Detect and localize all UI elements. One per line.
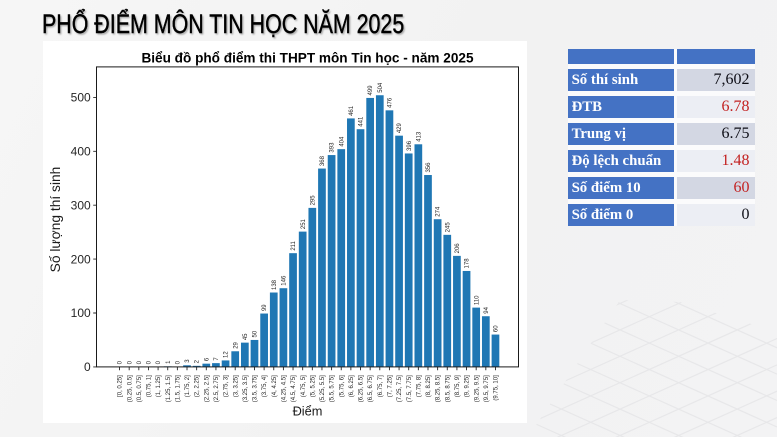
- svg-text:504: 504: [378, 82, 384, 93]
- svg-text:393: 393: [330, 141, 336, 152]
- svg-text:6: 6: [204, 357, 210, 361]
- svg-text:[0, 0.25]: [0, 0.25]: [118, 374, 124, 396]
- svg-text:3: 3: [185, 358, 191, 362]
- svg-text:211: 211: [291, 240, 297, 250]
- svg-text:(3.5, 3.75]: (3.5, 3.75]: [253, 374, 259, 401]
- svg-text:50: 50: [253, 330, 259, 337]
- svg-text:(1.5, 1.75]: (1.5, 1.75]: [175, 374, 181, 401]
- svg-text:(6.75, 7]: (6.75, 7]: [378, 374, 384, 396]
- svg-text:(1, 1.25]: (1, 1.25]: [156, 374, 162, 396]
- svg-text:(5.75, 6]: (5.75, 6]: [339, 374, 345, 396]
- svg-text:(7, 7.25]: (7, 7.25]: [388, 374, 394, 396]
- svg-text:461: 461: [349, 105, 355, 116]
- svg-text:274: 274: [436, 206, 442, 217]
- svg-text:178: 178: [465, 257, 471, 268]
- svg-text:499: 499: [368, 84, 374, 95]
- svg-text:(7.75, 8]: (7.75, 8]: [416, 374, 422, 396]
- svg-text:206: 206: [455, 242, 461, 253]
- svg-text:99: 99: [262, 303, 268, 310]
- svg-text:0: 0: [127, 360, 133, 364]
- svg-text:45: 45: [243, 332, 249, 339]
- svg-text:300: 300: [71, 198, 91, 212]
- svg-text:(0.75, 1]: (0.75, 1]: [147, 374, 153, 396]
- svg-text:12: 12: [224, 350, 230, 357]
- svg-text:(9.25, 9.5]: (9.25, 9.5]: [474, 374, 480, 401]
- svg-text:356: 356: [426, 161, 432, 172]
- svg-text:(3.75, 4]: (3.75, 4]: [262, 374, 268, 396]
- svg-text:(8.5, 8.75]: (8.5, 8.75]: [445, 374, 451, 401]
- svg-text:29: 29: [233, 341, 239, 348]
- svg-text:(2.75, 3]: (2.75, 3]: [224, 374, 230, 396]
- svg-text:(2, 2.25]: (2, 2.25]: [195, 374, 201, 396]
- svg-text:(8.25, 8.5]: (8.25, 8.5]: [436, 374, 442, 401]
- svg-text:0: 0: [156, 360, 162, 364]
- svg-text:(3, 3.25]: (3, 3.25]: [233, 374, 239, 396]
- svg-text:(4.75, 5]: (4.75, 5]: [301, 374, 307, 396]
- svg-text:146: 146: [282, 275, 288, 286]
- svg-text:404: 404: [339, 135, 345, 146]
- svg-text:(1.25, 1.5]: (1.25, 1.5]: [166, 374, 172, 401]
- svg-text:0: 0: [84, 360, 91, 374]
- svg-text:476: 476: [388, 97, 394, 108]
- svg-text:94: 94: [484, 306, 490, 313]
- svg-text:396: 396: [407, 140, 413, 151]
- svg-text:368: 368: [320, 155, 326, 166]
- svg-text:441: 441: [359, 116, 365, 127]
- svg-text:200: 200: [71, 252, 91, 266]
- svg-text:2: 2: [195, 359, 201, 363]
- svg-text:(7.25, 7.5]: (7.25, 7.5]: [397, 374, 403, 401]
- svg-text:(9.5, 9.75]: (9.5, 9.75]: [484, 374, 490, 401]
- svg-text:(6.5, 6.75]: (6.5, 6.75]: [368, 374, 374, 401]
- svg-text:1: 1: [166, 359, 172, 363]
- svg-text:Biểu đồ phổ điểm thi THPT môn: Biểu đồ phổ điểm thi THPT môn Tin học - …: [141, 50, 474, 65]
- svg-text:110: 110: [474, 294, 480, 304]
- svg-text:(9.75, 10]: (9.75, 10]: [494, 374, 500, 400]
- svg-text:(2.25, 2.5]: (2.25, 2.5]: [204, 374, 210, 401]
- svg-text:0: 0: [118, 360, 124, 364]
- svg-text:(7.5, 7.75]: (7.5, 7.75]: [407, 374, 413, 401]
- svg-text:0: 0: [147, 360, 153, 364]
- svg-text:(4.25, 4.5]: (4.25, 4.5]: [282, 374, 288, 401]
- svg-text:413: 413: [416, 131, 422, 142]
- svg-text:(8.75, 9]: (8.75, 9]: [455, 374, 461, 396]
- svg-text:429: 429: [397, 122, 403, 133]
- svg-text:(5.5, 5.75]: (5.5, 5.75]: [330, 374, 336, 401]
- svg-text:Số lượng thí sinh: Số lượng thí sinh: [48, 166, 63, 272]
- svg-text:(8, 8.25]: (8, 8.25]: [426, 374, 432, 396]
- svg-text:(0.5, 0.75]: (0.5, 0.75]: [137, 374, 143, 401]
- svg-text:400: 400: [71, 144, 91, 158]
- svg-text:(6.25, 6.5]: (6.25, 6.5]: [359, 374, 365, 401]
- svg-text:245: 245: [445, 221, 451, 232]
- svg-text:(5.25, 5.5]: (5.25, 5.5]: [320, 374, 326, 401]
- svg-text:(5, 5.25]: (5, 5.25]: [310, 374, 316, 396]
- svg-text:(1.75, 2]: (1.75, 2]: [185, 374, 191, 396]
- svg-text:(2.5, 2.75]: (2.5, 2.75]: [214, 374, 220, 401]
- svg-text:100: 100: [71, 306, 91, 320]
- svg-text:500: 500: [71, 90, 91, 104]
- svg-text:(0.25, 0.5]: (0.25, 0.5]: [127, 374, 133, 401]
- svg-text:138: 138: [272, 279, 278, 290]
- svg-text:251: 251: [301, 218, 307, 229]
- svg-text:(9, 9.25]: (9, 9.25]: [465, 374, 471, 396]
- svg-text:(3.25, 3.5]: (3.25, 3.5]: [243, 374, 249, 401]
- svg-text:Điểm: Điểm: [293, 403, 323, 418]
- svg-text:(6, 6.25]: (6, 6.25]: [349, 374, 355, 396]
- svg-text:0: 0: [175, 360, 181, 364]
- svg-text:295: 295: [310, 194, 316, 205]
- svg-text:(4, 4.25]: (4, 4.25]: [272, 374, 278, 396]
- svg-text:0: 0: [137, 360, 143, 364]
- svg-text:60: 60: [494, 324, 500, 331]
- svg-text:7: 7: [214, 356, 220, 360]
- svg-text:(4.5, 4.75]: (4.5, 4.75]: [291, 374, 297, 401]
